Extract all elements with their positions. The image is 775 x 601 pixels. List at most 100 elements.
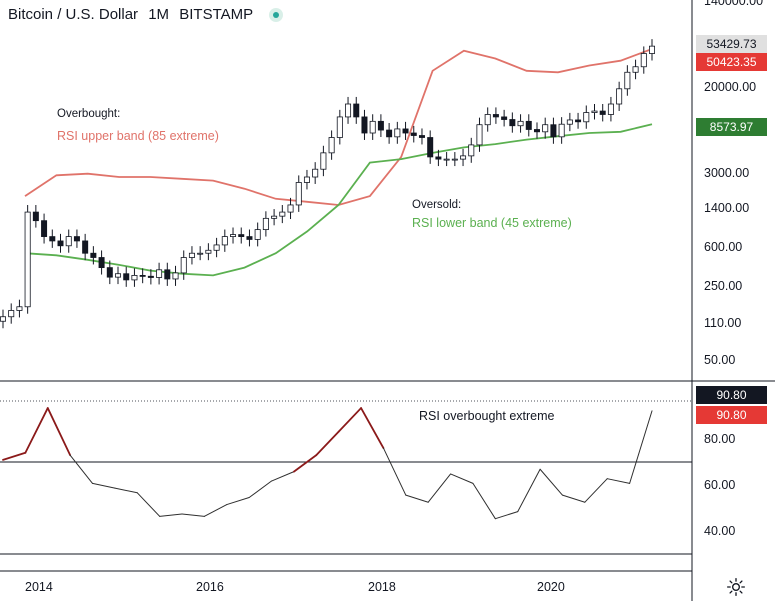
rsi-segment [629,410,653,484]
candle [221,229,228,252]
candle [616,81,623,111]
candle [156,262,163,285]
candle [73,229,80,248]
rsi-segment [203,504,228,517]
candle [205,243,212,261]
rsi-segment [226,497,250,506]
candle [172,265,179,286]
time-tick-2016: 2016 [196,580,224,594]
candle [57,233,64,253]
rsi-segment [2,451,27,461]
candle [640,46,647,74]
candle [533,122,540,139]
rsi-segment [159,513,183,517]
rsi-segment [472,482,496,520]
market-status-icon [269,8,284,23]
candle [24,205,31,314]
chart-title: Bitcoin / U.S. Dollar 1M BITSTAMP [8,6,289,23]
rsi-segment [24,407,49,454]
lower-band-price-tag: 8573.97 [696,118,767,136]
rsi-segment [114,487,138,494]
candle [501,109,508,127]
candle [139,268,146,284]
rsi-value-tag-red: 90.80 [696,406,767,424]
interval-label[interactable]: 1M [148,6,170,23]
candle [468,137,475,163]
symbol-label: Bitcoin / U.S. Dollar [8,6,139,23]
gear-icon[interactable] [726,577,746,597]
candle [213,237,220,258]
rsi-segment [46,407,72,457]
overbought-title: Overbought: [57,108,121,120]
candle [410,125,417,143]
rsi-tick-80: 80.00 [704,432,736,446]
candle [443,152,450,167]
candle [451,152,458,167]
rsi-segment [293,454,318,473]
price-tick-140000: 140000.00 [704,0,764,8]
candle [632,59,639,80]
rsi-segment [382,447,407,496]
oversold-text: RSI lower band (45 extreme) [412,216,572,230]
candle [49,229,56,248]
candle [525,114,532,137]
candle [583,105,590,129]
candle [550,117,557,144]
price-tick-600: 600.00 [704,240,743,254]
candle [361,109,368,140]
candle [115,266,122,285]
rsi-segment [584,478,608,503]
time-tick-2014: 2014 [25,580,53,594]
rsi-segment [360,407,385,449]
time-tick-2020: 2020 [537,580,565,594]
candle [254,222,261,247]
candle [90,246,97,265]
exchange-label: BITSTAMP [179,6,254,23]
rsi-tick-40: 40.00 [704,524,736,538]
candle [460,148,467,167]
rsi-segment [136,492,161,517]
candle [262,211,269,237]
price-tick-20000: 20000.00 [704,80,757,94]
candle [336,109,343,145]
rsi-value-tag-black: 90.80 [696,386,767,404]
oversold-title: Oversold: [412,199,462,211]
candle [607,96,614,122]
candle [402,121,409,140]
candle [188,246,195,265]
rsi-segment [181,513,205,517]
rsi-segment [92,482,116,489]
candle [345,96,352,124]
candle [271,209,278,226]
candle [427,130,434,164]
upper-band-price-tag: 50423.35 [696,53,767,71]
rsi-tick-60: 60.00 [704,478,736,492]
candle [377,114,384,138]
last-price-tag: 53429.73 [696,35,767,53]
candle [0,309,6,329]
candle [484,107,491,132]
candle [599,103,606,122]
candle [386,122,393,144]
rsi-segment [561,494,586,503]
rsi-segment [450,473,474,484]
candle [328,130,335,160]
candle [435,149,442,167]
price-tick-250: 250.00 [704,279,743,293]
time-tick-2018: 2018 [368,580,396,594]
price-tick-50: 50.00 [704,353,736,367]
candle [353,96,360,124]
rsi-segment [315,430,340,457]
candle [476,117,483,152]
candle [418,128,425,145]
candle [517,114,524,133]
candle [16,299,23,318]
rsi-segment [427,473,452,503]
candle [312,162,319,184]
candle [230,227,237,244]
rsi-segment [271,471,295,482]
price-tick-1400: 1400.00 [704,201,750,215]
price-tick-3000: 3000.00 [704,166,750,180]
candle [82,233,89,261]
